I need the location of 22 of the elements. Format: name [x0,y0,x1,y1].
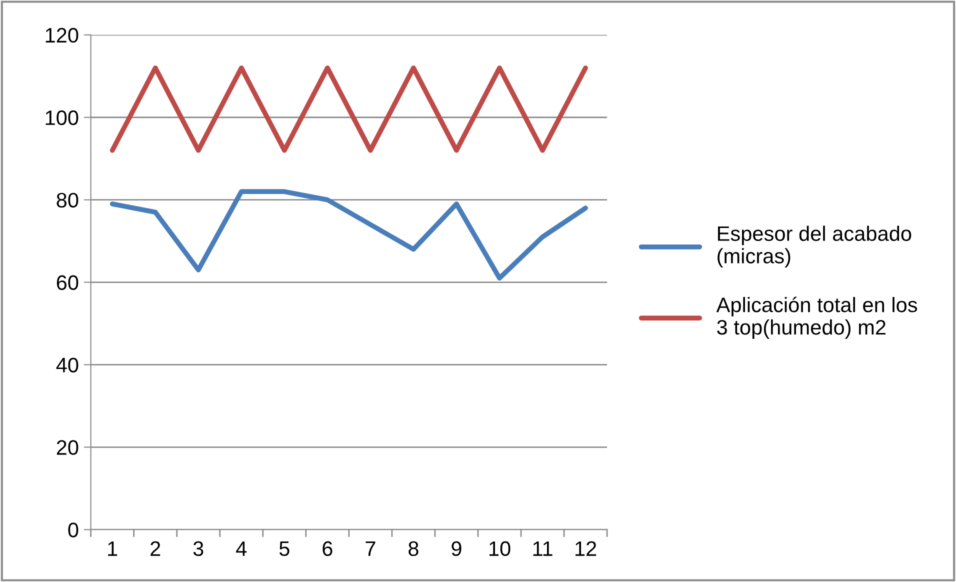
y-tick-label: 40 [56,358,78,372]
legend-label: Aplicación total en los 3 top(humedo) m2 [716,296,918,339]
y-tick-label: 120 [46,28,78,43]
y-tick-label: 60 [56,275,78,290]
x-tick-label: 3 [193,541,204,556]
x-tick-label: 1 [108,541,118,556]
y-tick-label: 0 [68,522,78,538]
x-tick-label: 4 [236,541,247,556]
x-tick-label: 5 [279,541,290,556]
y-tick-label: 80 [56,192,78,208]
x-tick-label: 10 [490,541,510,556]
x-tick-label: 9 [452,541,462,556]
x-tick-label: 12 [576,541,596,556]
x-tick-label: 6 [322,541,332,556]
x-tick-label: 8 [408,541,418,556]
legend-label: Espesor del acabado (micras) [718,226,912,268]
y-tick-label: 20 [56,440,78,455]
x-tick-label: 7 [366,541,376,556]
y-tick-label: 100 [46,110,78,126]
line-series [110,189,588,281]
x-tick-label: 2 [150,541,160,556]
x-tick-label: 11 [533,541,552,556]
